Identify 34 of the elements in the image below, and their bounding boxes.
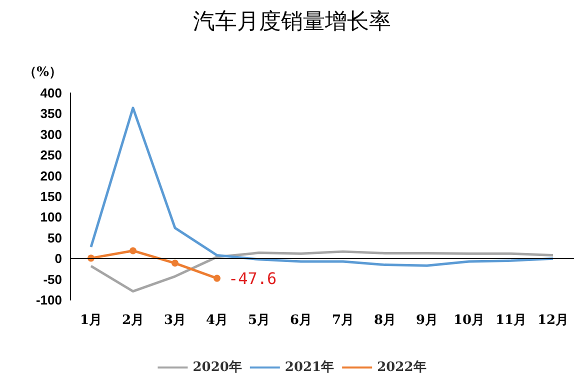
y-tick-label: -50 <box>43 272 62 287</box>
x-tick-label: 10月 <box>453 313 485 328</box>
legend-label: 2022年 <box>377 360 426 375</box>
y-tick-label: 400 <box>40 86 62 100</box>
x-tick-label: 9月 <box>416 313 438 328</box>
x-tick-label: 4月 <box>206 313 228 328</box>
y-tick-label: 100 <box>40 210 62 225</box>
y-tick-label: 150 <box>40 189 62 204</box>
x-tick-label: 5月 <box>248 313 270 328</box>
y-tick-label: -100 <box>36 292 62 308</box>
y-tick-label: 200 <box>40 168 62 184</box>
x-tick-label: 6月 <box>290 313 312 328</box>
chart-title: 汽车月度销量增长率 <box>193 10 391 34</box>
point <box>130 247 136 254</box>
data-label: -47.6 <box>228 268 277 288</box>
y-tick-label: 0 <box>54 251 62 266</box>
x-tick-label: 11月 <box>495 313 527 328</box>
line-series <box>90 250 554 293</box>
y-tick-label: 300 <box>40 126 62 142</box>
x-tick-label: 8月 <box>374 313 396 328</box>
point <box>214 274 220 282</box>
point <box>172 260 178 267</box>
legend-label: 2020年 <box>192 360 242 375</box>
y-tick-label: 350 <box>40 106 62 122</box>
y-axis-title: （%） <box>24 65 62 80</box>
x-tick-label: 3月 <box>164 313 186 328</box>
x-tick-label: 7月 <box>332 313 354 328</box>
legend-label: 2021年 <box>284 360 334 375</box>
line-series <box>90 106 554 267</box>
x-tick-label: 2月 <box>122 313 144 328</box>
y-tick-label: 50 <box>48 230 62 246</box>
x-tick-label: 12月 <box>537 313 569 328</box>
x-tick-label: 1月 <box>80 313 102 328</box>
y-tick-label: 250 <box>40 148 62 163</box>
